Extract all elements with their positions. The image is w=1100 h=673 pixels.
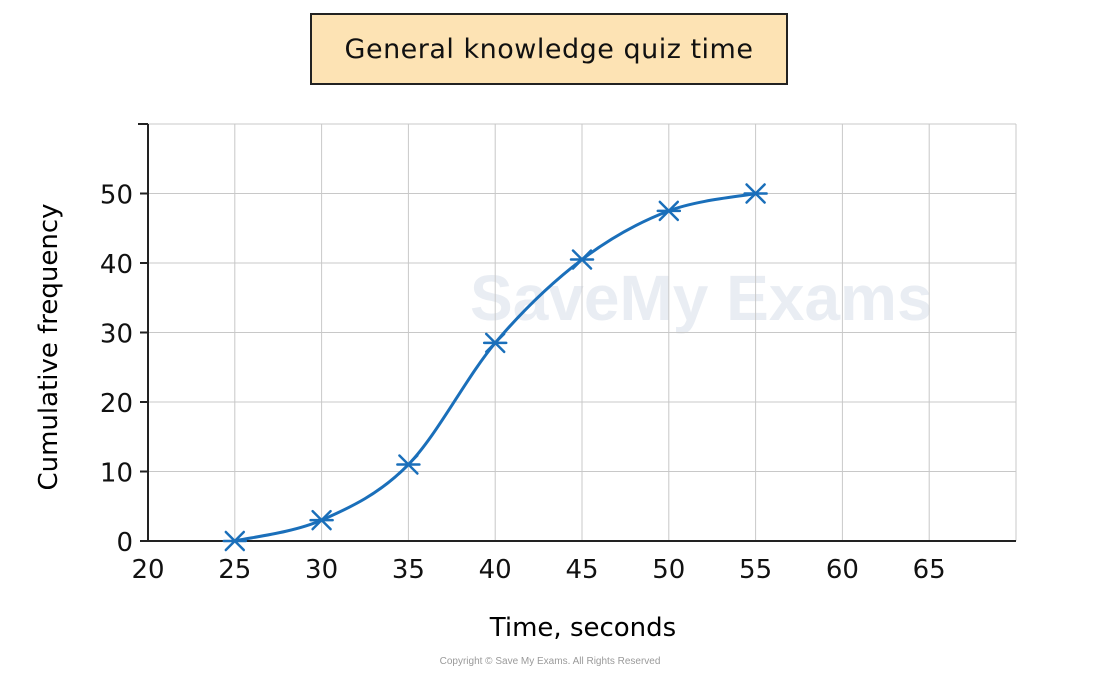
y-tick-label-40: 40 bbox=[100, 250, 133, 280]
x-tick-label-55: 55 bbox=[739, 555, 772, 585]
x-tick-label-30: 30 bbox=[305, 555, 338, 585]
data-point-55 bbox=[743, 183, 768, 204]
data-point-30 bbox=[309, 509, 334, 531]
axes bbox=[138, 123, 1016, 542]
y-tick-label-10: 10 bbox=[100, 459, 133, 489]
data-point-25 bbox=[222, 530, 248, 552]
data-point-45 bbox=[569, 249, 595, 270]
x-tick-label-25: 25 bbox=[218, 555, 251, 585]
x-tick-labels: 20 25 30 35 40 45 50 55 60 65 bbox=[131, 555, 945, 585]
x-tick-label-35: 35 bbox=[392, 555, 425, 585]
y-tick-label-30: 30 bbox=[100, 320, 133, 350]
grid-lines bbox=[148, 123, 1017, 541]
x-tick-label-60: 60 bbox=[826, 555, 859, 585]
x-tick-label-50: 50 bbox=[652, 555, 685, 585]
x-tick-label-40: 40 bbox=[479, 555, 512, 585]
y-axis-label: Cumulative frequency bbox=[34, 203, 64, 490]
data-points bbox=[222, 183, 768, 552]
data-point-50 bbox=[656, 200, 682, 222]
data-point-35 bbox=[396, 454, 421, 475]
x-tick-label-65: 65 bbox=[913, 555, 946, 585]
y-tick-label-50: 50 bbox=[100, 181, 133, 211]
x-axis-label: Time, seconds bbox=[489, 613, 676, 643]
data-point-40 bbox=[482, 332, 508, 354]
chart-title: General knowledge quiz time bbox=[344, 33, 754, 65]
y-tick-label-20: 20 bbox=[100, 389, 133, 419]
x-tick-label-20: 20 bbox=[131, 555, 164, 585]
copyright-notice: Copyright © Save My Exams. All Rights Re… bbox=[439, 656, 661, 667]
y-tick-labels: 0 10 20 30 40 50 bbox=[100, 181, 133, 559]
chart-title-box: General knowledge quiz time bbox=[310, 13, 788, 85]
y-tick-label-0: 0 bbox=[116, 528, 133, 558]
x-tick-label-45: 45 bbox=[565, 555, 598, 585]
